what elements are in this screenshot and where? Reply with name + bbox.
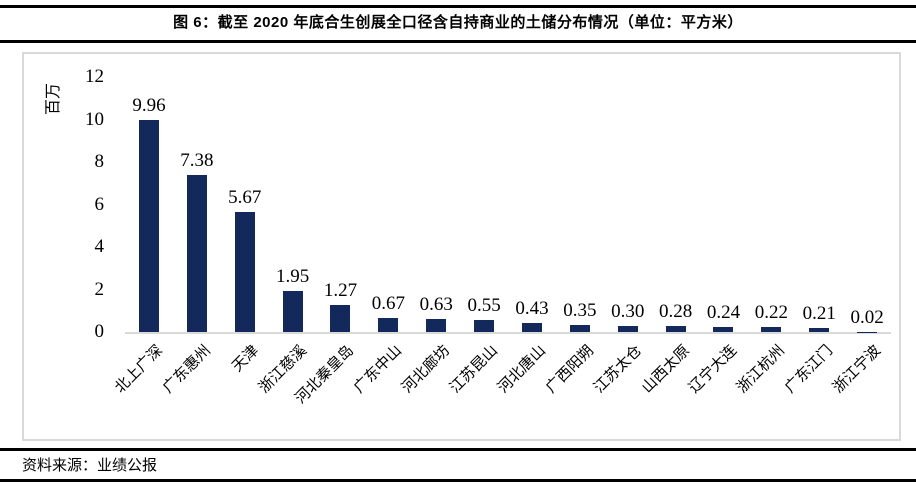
bar	[138, 120, 159, 332]
y-tick-label: 12	[85, 66, 104, 87]
source-note: 资料来源：业绩公报	[22, 457, 158, 474]
bar	[713, 326, 734, 332]
bar-value-label: 7.38	[180, 150, 214, 172]
y-tick-label: 4	[94, 236, 105, 257]
footer-rule-bottom	[0, 479, 916, 482]
bar-value-label: 0.55	[467, 295, 501, 317]
bar-value-label: 0.22	[754, 302, 788, 324]
bar	[474, 320, 495, 332]
bar-value-label: 0.02	[850, 306, 884, 328]
bar-value-label: 0.21	[802, 302, 836, 324]
y-tick-label: 8	[94, 151, 105, 172]
bar	[234, 211, 255, 332]
y-tick-label: 6	[94, 193, 105, 215]
bar-value-label: 0.63	[419, 293, 453, 315]
bar-value-label: 0.30	[611, 300, 645, 322]
bar-value-label: 5.67	[228, 186, 262, 208]
bar	[426, 318, 447, 332]
bar-value-label: 0.35	[563, 299, 597, 321]
bar-value-label: 0.28	[658, 301, 693, 323]
bar-value-label: 0.67	[371, 292, 405, 314]
bar	[665, 326, 686, 332]
y-tick-label: 0	[94, 321, 105, 342]
bar	[809, 327, 830, 332]
bar	[330, 305, 351, 332]
plot-area: 9.96 7.38 5.67 1.95 1.27 0.67 0.63 0.55 0.43 0.35…	[125, 77, 891, 334]
title-rule-bottom	[0, 40, 916, 43]
bar-value-label: 0.24	[706, 301, 741, 323]
footer-rule-top	[0, 448, 916, 451]
bar-value-label: 0.43	[515, 297, 549, 319]
bar-value-label: 9.96	[132, 95, 166, 117]
y-tick-label: 2	[94, 278, 105, 300]
bar	[617, 325, 638, 332]
chart-frame: 百万 0 2 4 6 8 10 12 9.96 7.38 5.67 1.95 1.27 0.67 0.6…	[22, 52, 901, 441]
figure-title: 图 6：截至 2020 年底合生创展全口径含自持商业的土储分布情况（单位：平方米…	[173, 14, 743, 31]
bar	[186, 175, 207, 332]
bar	[521, 322, 542, 332]
y-tick-label: 10	[85, 108, 104, 130]
bar	[282, 290, 303, 332]
bar	[569, 324, 590, 332]
bar	[761, 327, 782, 332]
bar-value-label: 1.95	[275, 265, 310, 287]
bar-value-label: 1.27	[323, 280, 358, 302]
bar	[378, 317, 399, 332]
title-rule-top	[0, 5, 916, 8]
